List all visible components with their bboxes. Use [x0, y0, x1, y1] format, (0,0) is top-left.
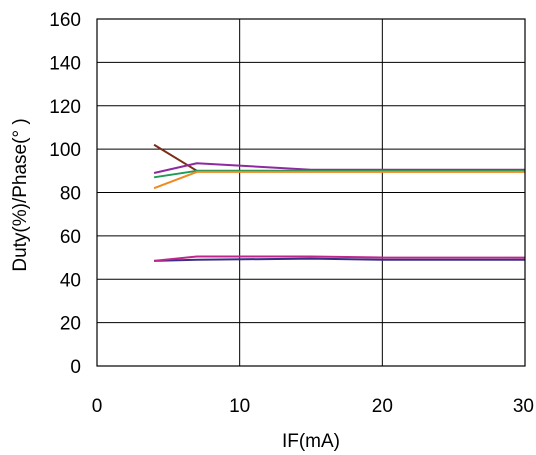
- plot-frame: [96, 18, 526, 367]
- y-tick-label: 80: [60, 184, 81, 205]
- y-tick-label: 160: [49, 10, 81, 31]
- x-axis-label: IF(mA): [282, 431, 340, 452]
- tick-labels: 0 20 40 60 80 100 120 140 160 0 10 20 30: [49, 10, 534, 417]
- series-line: [154, 257, 525, 262]
- series-line: [153, 255, 525, 262]
- y-axis-label: Duty(%)/Phase(° ): [10, 118, 31, 271]
- series-line: [153, 162, 525, 174]
- y-tick-label: 140: [49, 53, 81, 74]
- x-tick-label: 20: [372, 396, 393, 417]
- x-tick-label: 10: [229, 396, 250, 417]
- y-tick-label: 20: [60, 314, 81, 335]
- y-tick-label: 40: [60, 270, 81, 291]
- series-line: [153, 169, 525, 179]
- y-tick-label: 0: [70, 357, 81, 378]
- x-tick-label: 0: [92, 396, 103, 417]
- y-tick-label: 60: [60, 227, 81, 248]
- series-group: [153, 143, 525, 262]
- y-tick-label: 120: [49, 97, 81, 118]
- x-tick-label: 30: [513, 396, 534, 417]
- grid: [96, 18, 526, 367]
- y-tick-label: 100: [49, 140, 81, 161]
- series-line: [153, 170, 525, 190]
